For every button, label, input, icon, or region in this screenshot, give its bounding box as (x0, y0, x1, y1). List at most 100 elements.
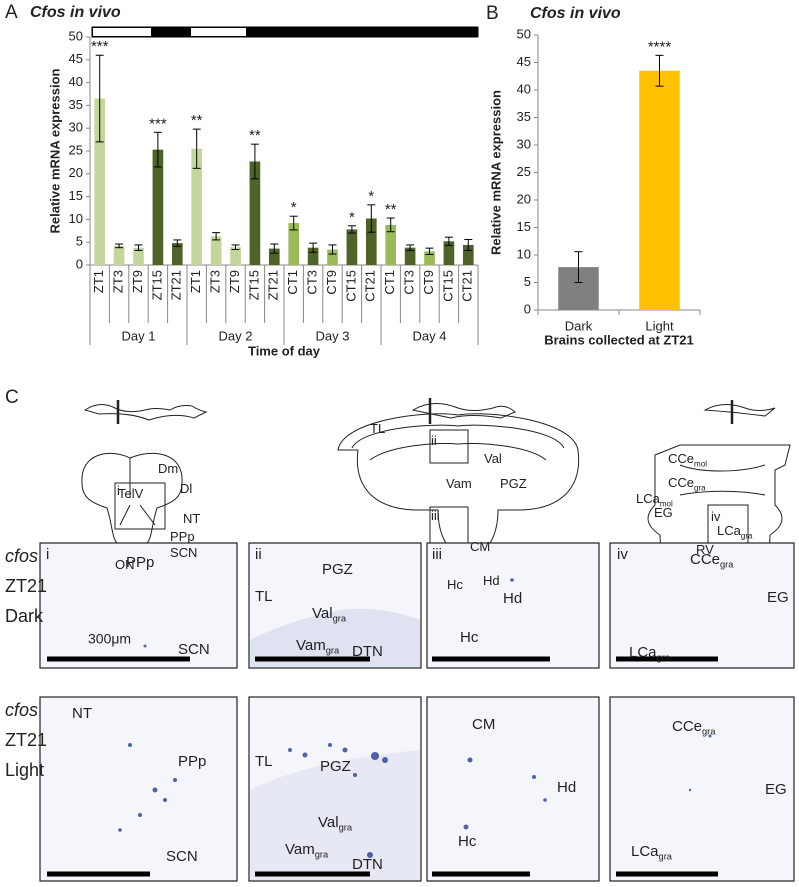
micrograph-label-text: PPp (178, 753, 206, 770)
diagram-label: Dm (158, 461, 178, 476)
diagram-label: ON (115, 557, 135, 572)
diagram-label-text: PGZ (500, 476, 527, 491)
micrograph-label: PPp (126, 554, 154, 571)
diagram-label: CCemol (668, 451, 707, 468)
chart-title: Cfos in vivo (530, 5, 621, 22)
micrograph-label-subscript: gra (326, 646, 340, 656)
micrograph-label-text: Hc (460, 629, 479, 646)
row-gene: cfos (5, 546, 38, 566)
diagram-label: i (117, 483, 120, 498)
micrograph-label: PGZ (320, 758, 351, 775)
bar (249, 161, 261, 265)
micrograph-label: DTN (352, 856, 383, 873)
diagram-label-text: SCN (170, 545, 197, 560)
diagram-label-text: LCa (717, 523, 742, 538)
diagram-label: LCagra (717, 523, 753, 540)
significance: **** (648, 38, 672, 55)
micrograph-label-text: NT (72, 705, 92, 722)
micrographs (39, 542, 795, 882)
diagram-label-text: Dl (180, 481, 192, 496)
micrograph-label: Valgra (318, 814, 353, 833)
y-tick-label: 50 (517, 26, 531, 41)
micrograph-label-text: PPp (126, 554, 154, 571)
micrograph-label: CCegra (690, 551, 734, 570)
diagram-label: LCamol (636, 491, 673, 508)
micrograph-label-text: SCN (178, 641, 210, 658)
diagram-label: CM (470, 539, 490, 554)
scale-bar-label: 300μm (88, 631, 131, 647)
micrograph-label-subscript: gra (315, 850, 329, 860)
y-tick-label: 40 (69, 74, 83, 89)
y-tick-label: 50 (69, 28, 83, 43)
diagram-label-text: TL (370, 421, 385, 436)
diagram-label-text: CM (470, 539, 490, 554)
x-tick-label: CT1 (285, 270, 300, 295)
micrograph-label-subscript: gra (702, 727, 716, 737)
x-tick-label: CT15 (440, 270, 455, 302)
diagram-label-text: Vam (446, 476, 472, 491)
panel-label: C (5, 387, 19, 408)
diagram-label: Hc (447, 577, 463, 592)
y-tick-label: 5 (76, 234, 83, 249)
x-tick-label: Light (645, 318, 674, 333)
x-tick-label: CT9 (421, 270, 436, 295)
y-tick-label: 10 (517, 246, 531, 261)
micrograph-label-text: iii (432, 546, 442, 563)
bar (133, 247, 144, 265)
x-axis-label: Time of day (248, 343, 321, 358)
group-label: Day 2 (219, 328, 253, 343)
micrograph-label-text: iv (617, 546, 628, 563)
diagram-label-text: i (117, 483, 120, 498)
y-tick-label: 35 (517, 109, 531, 124)
significance: * (368, 188, 374, 205)
micrograph-label-subscript: gra (339, 823, 353, 833)
micrograph-label: NT (72, 705, 92, 722)
diagram-label-subscript: mol (694, 460, 707, 469)
diagram-label-text: EG (654, 505, 673, 520)
micrograph-label-text: LCa (629, 644, 657, 661)
micrograph-label: LCagra (629, 644, 671, 663)
y-tick-label: 30 (69, 120, 83, 135)
micrograph-label: ii (255, 546, 262, 563)
y-tick-label: 15 (69, 188, 83, 203)
bar (230, 247, 241, 265)
micrograph-label-subscript: gra (720, 560, 734, 570)
significance: ** (191, 112, 203, 129)
diagram-label-text: CCe (668, 475, 694, 490)
y-tick-label: 5 (524, 274, 531, 289)
diagram-label-text: PPp (170, 529, 195, 544)
micrograph-label: CCegra (672, 718, 716, 737)
diagram-label-subscript: gra (694, 484, 706, 493)
bar (404, 247, 416, 265)
micrograph-label: DTN (352, 643, 383, 660)
micrograph-label-subscript: gra (657, 653, 671, 663)
micrograph-label: Hc (460, 629, 479, 646)
diagram-label: NT (183, 511, 200, 526)
x-tick-label: CT1 (382, 270, 397, 295)
x-tick-label: Dark (565, 318, 593, 333)
micrograph-label: Hd (503, 590, 522, 607)
micrograph-label-text: Val (318, 814, 339, 831)
x-tick-label: ZT15 (246, 270, 261, 300)
micrograph-label: EG (767, 589, 789, 606)
diagram-label-text: Val (484, 451, 502, 466)
diagram-label-text: Hc (447, 577, 463, 592)
chart-title: Cfos in vivo (30, 4, 121, 21)
micrograph-label-subscript: gra (333, 614, 347, 624)
micrograph-label-text: LCa (631, 843, 659, 860)
micrograph-label-subscript: gra (659, 852, 673, 862)
micrograph-label: SCN (166, 848, 198, 865)
micrograph-label-text: EG (765, 781, 787, 798)
group-label: Day 1 (122, 328, 156, 343)
diagram-label: Val (484, 451, 502, 466)
micrograph-label: TL (255, 753, 273, 770)
y-axis-label: Relative mRNA expression (488, 90, 503, 255)
bar (443, 241, 455, 265)
bar (462, 244, 474, 265)
diagram-label: TL (370, 421, 385, 436)
x-tick-label: CT15 (343, 270, 358, 302)
significance: * (349, 209, 355, 226)
x-tick-label: ZT21 (266, 270, 281, 300)
diagram-label-text: ii (431, 433, 437, 448)
significance: *** (91, 38, 109, 55)
